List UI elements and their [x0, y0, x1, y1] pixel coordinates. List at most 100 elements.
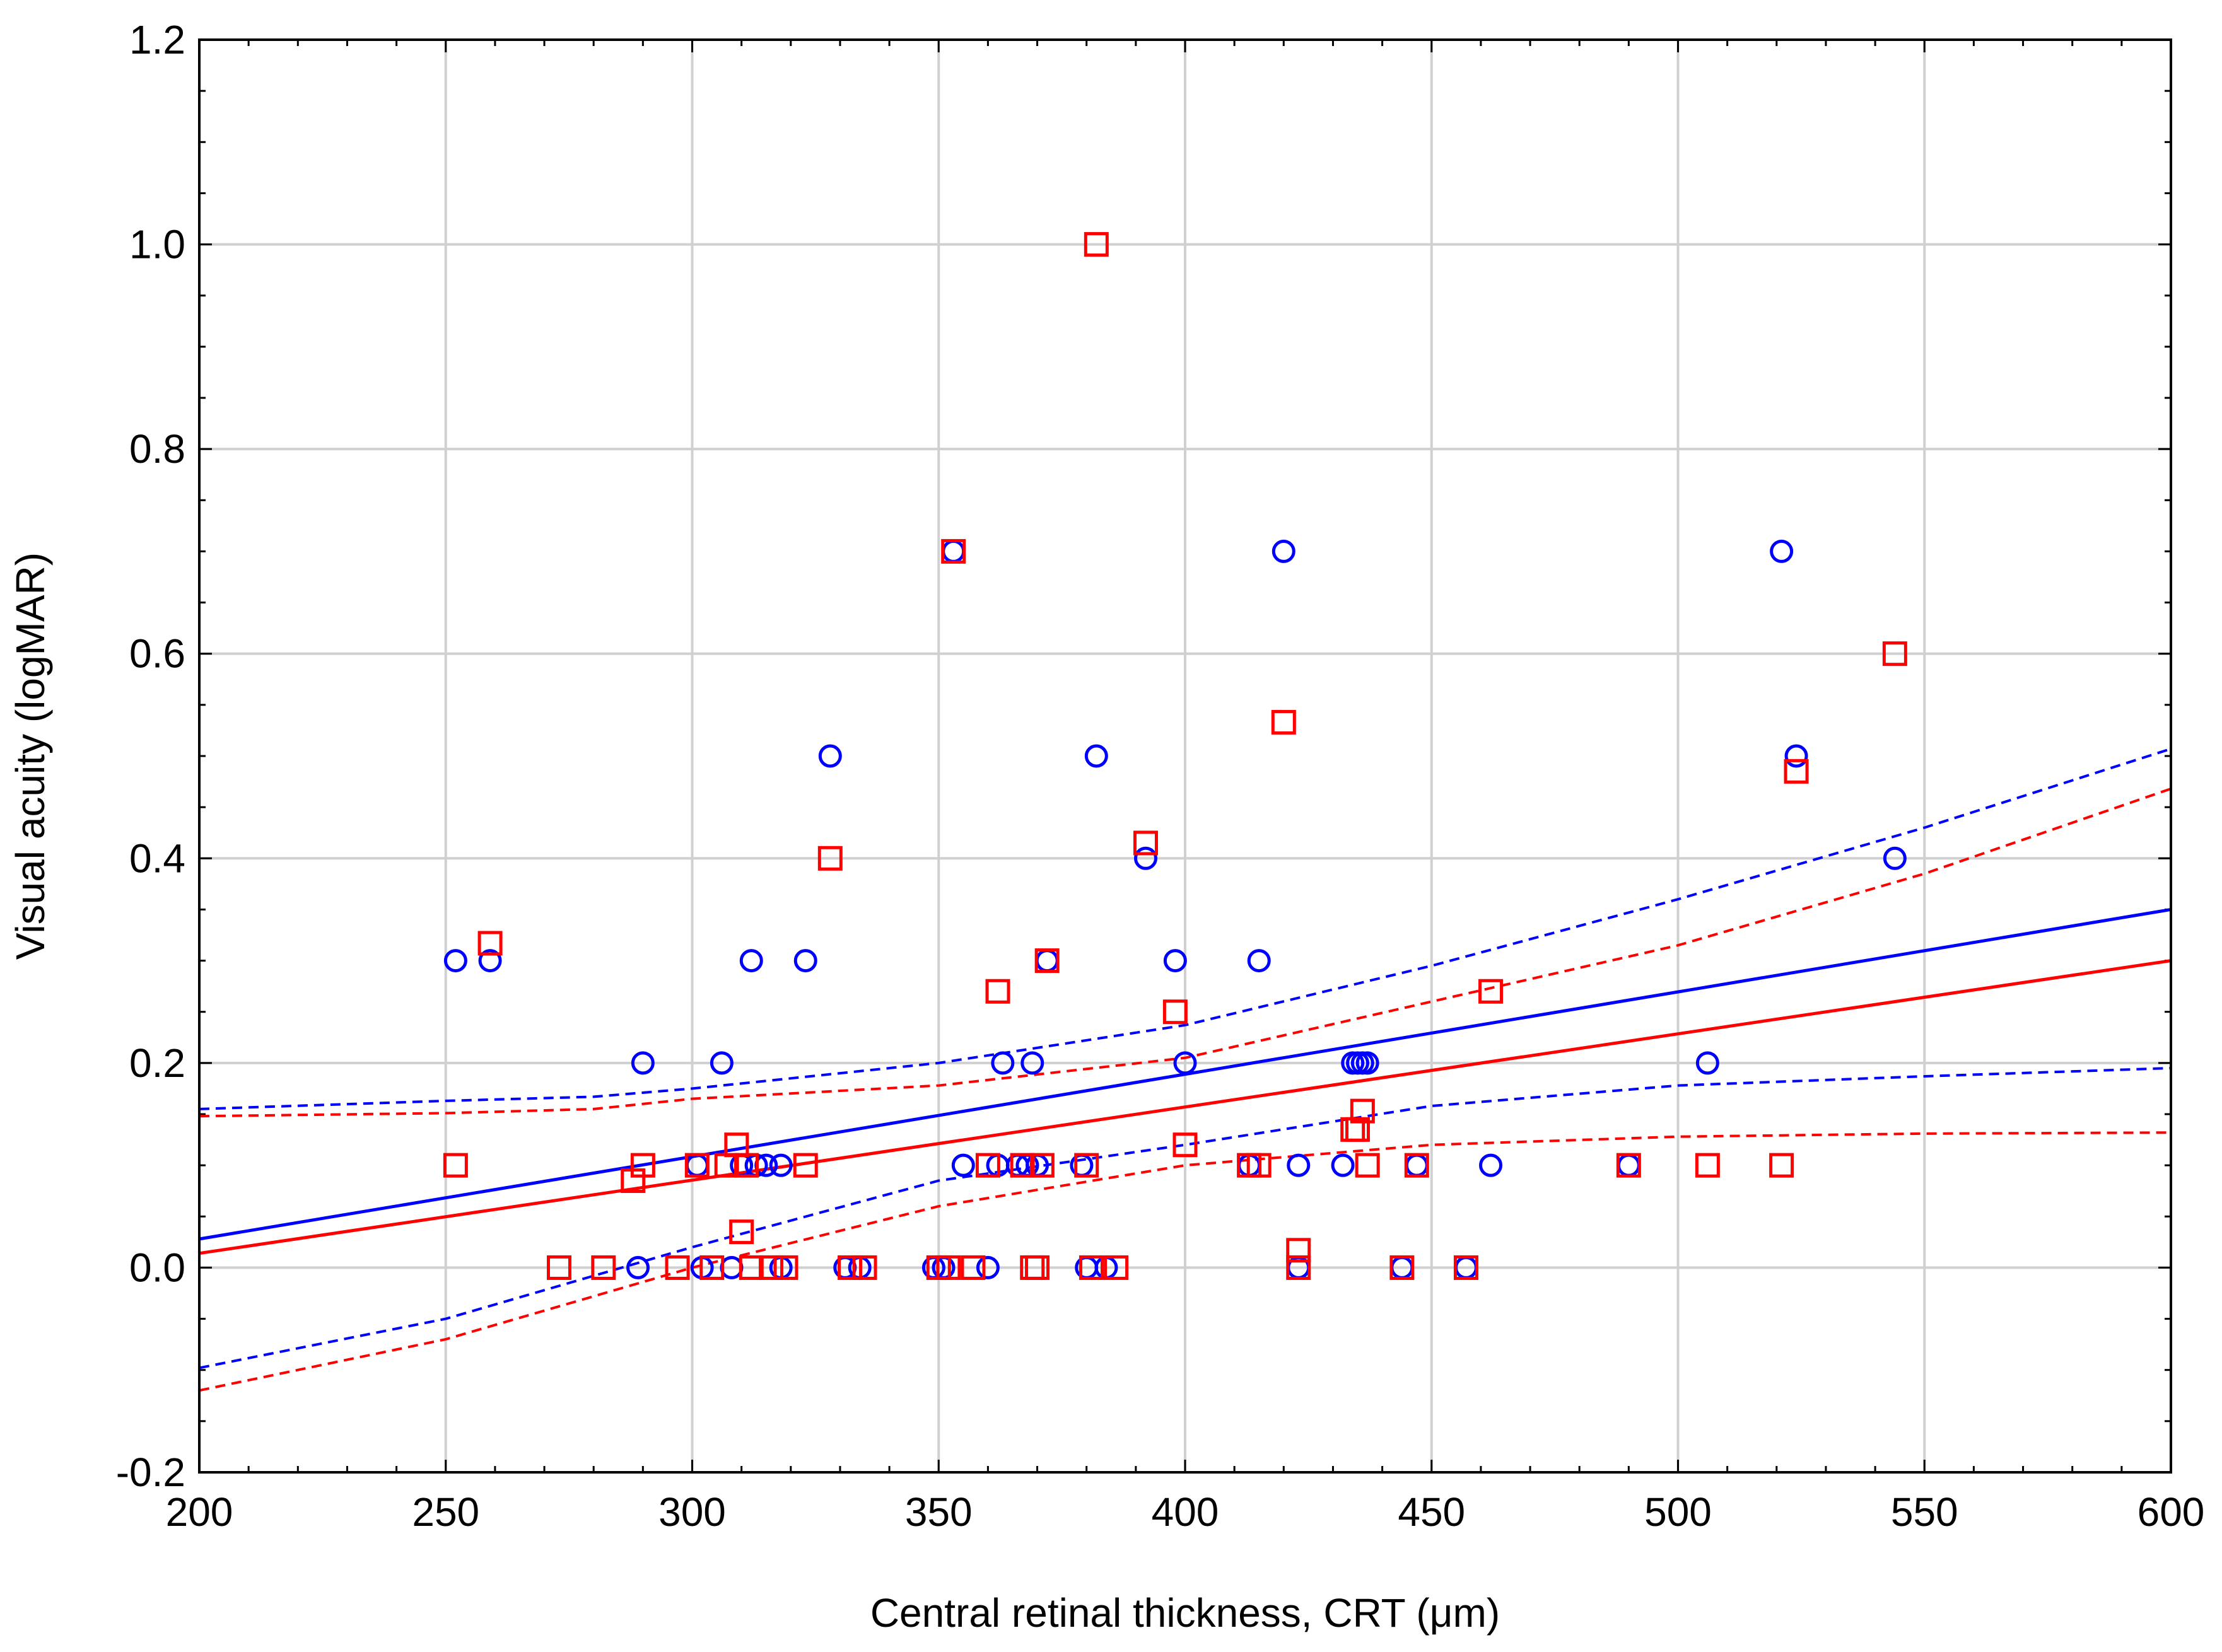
data-point-square [1133, 830, 1158, 856]
data-point-square [739, 1255, 764, 1280]
red-fit-line [199, 959, 2172, 1255]
data-point-square [961, 1255, 986, 1280]
data-point-square [734, 1153, 759, 1178]
x-axis-title: Central retinal thickness, CRT (μm) [870, 1590, 1500, 1636]
data-point-square [443, 1153, 468, 1178]
data-point-circle [1272, 539, 1295, 563]
data-point-circle [1133, 846, 1157, 870]
data-point-square [1286, 1255, 1311, 1280]
data-point-square [941, 538, 966, 564]
data-point-square [1271, 709, 1296, 735]
data-point-square [729, 1219, 754, 1245]
data-point-square [1355, 1153, 1380, 1178]
data-point-square [684, 1153, 710, 1178]
x-tick-label: 400 [1152, 1489, 1219, 1535]
data-point-circle [478, 949, 502, 973]
data-point-circle [1883, 846, 1907, 870]
data-point-square [793, 1153, 818, 1178]
data-point-square [665, 1255, 690, 1280]
data-point-circle [1247, 949, 1271, 973]
y-tick-label: 1.0 [129, 222, 185, 267]
x-tick-label: 300 [658, 1489, 726, 1535]
data-point-circle [1695, 1051, 1719, 1075]
data-point-circle [991, 1051, 1015, 1075]
y-tick-label: 0.6 [129, 631, 185, 677]
y-tick-label: 0.2 [129, 1040, 185, 1086]
data-point-square [1246, 1153, 1272, 1178]
y-tick-label: 0.8 [129, 426, 185, 472]
data-point-circle [1173, 1051, 1197, 1075]
data-point-square [477, 931, 503, 956]
data-point-circle [1084, 744, 1108, 768]
data-point-square [1029, 1153, 1055, 1178]
data-point-circle [710, 1051, 734, 1075]
data-point-square [1286, 1238, 1311, 1263]
data-point-square [1350, 1098, 1375, 1124]
data-point-square [975, 1153, 1000, 1178]
data-point-square [591, 1255, 616, 1280]
data-point-square [1025, 1255, 1050, 1280]
data-point-square [1079, 1255, 1104, 1280]
data-point-circle [951, 1153, 975, 1177]
y-tick-label: 1.2 [129, 17, 185, 62]
data-point-square [1695, 1153, 1720, 1178]
data-point-circle [443, 949, 467, 973]
data-point-circle [793, 949, 817, 973]
blue-fit-ci-lower [199, 1066, 2172, 1370]
y-tick-label: -0.2 [116, 1450, 185, 1495]
data-point-square [1616, 1153, 1641, 1178]
blue-fit-ci-upper [199, 747, 2172, 1110]
data-point-square [817, 846, 843, 871]
data-point-square [1104, 1255, 1129, 1280]
data-point-circle [631, 1051, 655, 1075]
data-point-circle [626, 1255, 650, 1279]
data-point-square [1345, 1117, 1371, 1142]
y-axis-title: Visual acuity (logMAR) [8, 552, 53, 960]
data-point-circle [1163, 949, 1187, 973]
x-tick-label: 600 [2137, 1489, 2205, 1535]
data-point-square [1034, 948, 1060, 974]
data-point-square [630, 1153, 655, 1178]
data-point-square [1074, 1153, 1099, 1178]
data-point-circle [1331, 1153, 1355, 1177]
data-point-circle [818, 744, 842, 768]
red-fit-ci-upper [199, 788, 2172, 1118]
data-point-circle [769, 1153, 793, 1177]
data-point-circle [739, 949, 763, 973]
red-fit-ci-lower [199, 1131, 2172, 1392]
data-point-square [699, 1255, 725, 1280]
plot-frame [198, 38, 2172, 1474]
data-point-square [1769, 1153, 1794, 1178]
x-tick-label: 450 [1398, 1489, 1465, 1535]
data-point-square [1389, 1255, 1415, 1280]
data-point-circle [1355, 1051, 1379, 1075]
y-tick-label: 0.0 [129, 1245, 185, 1290]
data-point-square [1478, 979, 1504, 1004]
x-tick-label: 200 [166, 1489, 233, 1535]
data-point-square [1453, 1255, 1478, 1280]
data-point-square [1162, 999, 1188, 1025]
data-point-circle [976, 1255, 1000, 1279]
y-tick-label: 0.4 [129, 835, 185, 881]
data-point-square [985, 979, 1010, 1004]
data-point-square [759, 1255, 784, 1280]
data-point-circle [1784, 744, 1808, 768]
data-point-square [852, 1255, 877, 1280]
data-point-square [1882, 641, 1907, 666]
data-point-square [1784, 759, 1809, 784]
data-point-square [1404, 1153, 1429, 1178]
x-tick-label: 550 [1891, 1489, 1958, 1535]
x-tick-label: 250 [412, 1489, 479, 1535]
data-point-square [1172, 1132, 1198, 1158]
data-point-circle [1770, 539, 1794, 563]
x-tick-label: 350 [905, 1489, 973, 1535]
data-point-circle [1479, 1153, 1503, 1177]
data-point-square [838, 1255, 863, 1280]
grid-lines [199, 40, 2171, 1472]
tick-labels: 200 250 300 350 400 450 500 550 600 -0.2 0.0 0.2 0.4… [116, 17, 2205, 1535]
data-point-square [1084, 232, 1109, 257]
data-point-square [773, 1255, 798, 1280]
data-point-circle [1287, 1153, 1311, 1177]
